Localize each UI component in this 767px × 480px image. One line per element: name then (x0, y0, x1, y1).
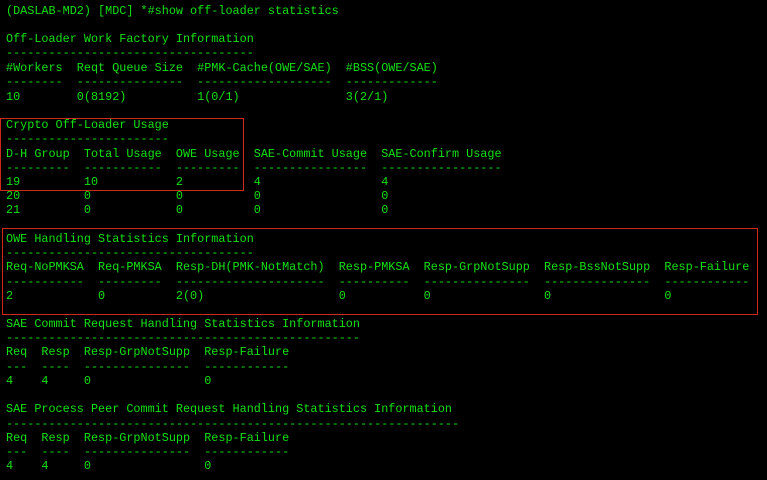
section-rule: ----------------------------------- (6, 46, 254, 60)
table-header: Req Resp Resp-GrpNotSupp Resp-Failure (6, 431, 290, 445)
command-prompt: (DASLAB-MD2) [MDC] *#show off-loader sta… (6, 4, 339, 18)
table-row: 19 10 2 4 4 (6, 175, 389, 189)
table-row: 4 4 0 0 (6, 459, 212, 473)
section-rule: ----------------------------------------… (6, 331, 360, 345)
header-rule: --- ---- --------------- ------------ (6, 360, 290, 374)
section-rule: ----------------------- (6, 132, 169, 146)
section-title: SAE Commit Request Handling Statistics I… (6, 317, 360, 331)
table-header: D-H Group Total Usage OWE Usage SAE-Comm… (6, 147, 502, 161)
section-title: OWE Handling Statistics Information (6, 232, 254, 246)
table-header: Req Resp Resp-GrpNotSupp Resp-Failure (6, 345, 290, 359)
highlight-box-owe-stats (2, 228, 758, 315)
table-row: 21 0 0 0 0 (6, 203, 389, 217)
header-rule: --------- ----------- --------- --------… (6, 161, 502, 175)
table-row: 20 0 0 0 0 (6, 189, 389, 203)
table-header: #Workers Reqt Queue Size #PMK-Cache(OWE/… (6, 61, 438, 75)
section-rule: ----------------------------------- (6, 246, 254, 260)
header-rule: ----------- --------- ------------------… (6, 275, 750, 289)
table-row: 2 0 2(0) 0 0 0 0 (6, 289, 672, 303)
table-row: 10 0(8192) 1(0/1) 3(2/1) (6, 90, 389, 104)
header-rule: --- ---- --------------- ------------ (6, 445, 290, 459)
table-header: Req-NoPMKSA Req-PMKSA Resp-DH(PMK-NotMat… (6, 260, 750, 274)
table-row: 4 4 0 0 (6, 374, 212, 388)
section-title: Crypto Off-Loader Usage (6, 118, 169, 132)
header-rule: -------- --------------- ---------------… (6, 75, 438, 89)
highlight-box-crypto-usage (0, 118, 244, 191)
section-rule: ----------------------------------------… (6, 417, 460, 431)
section-title: SAE Process Peer Commit Request Handling… (6, 402, 452, 416)
section-title: Off-Loader Work Factory Information (6, 32, 254, 46)
